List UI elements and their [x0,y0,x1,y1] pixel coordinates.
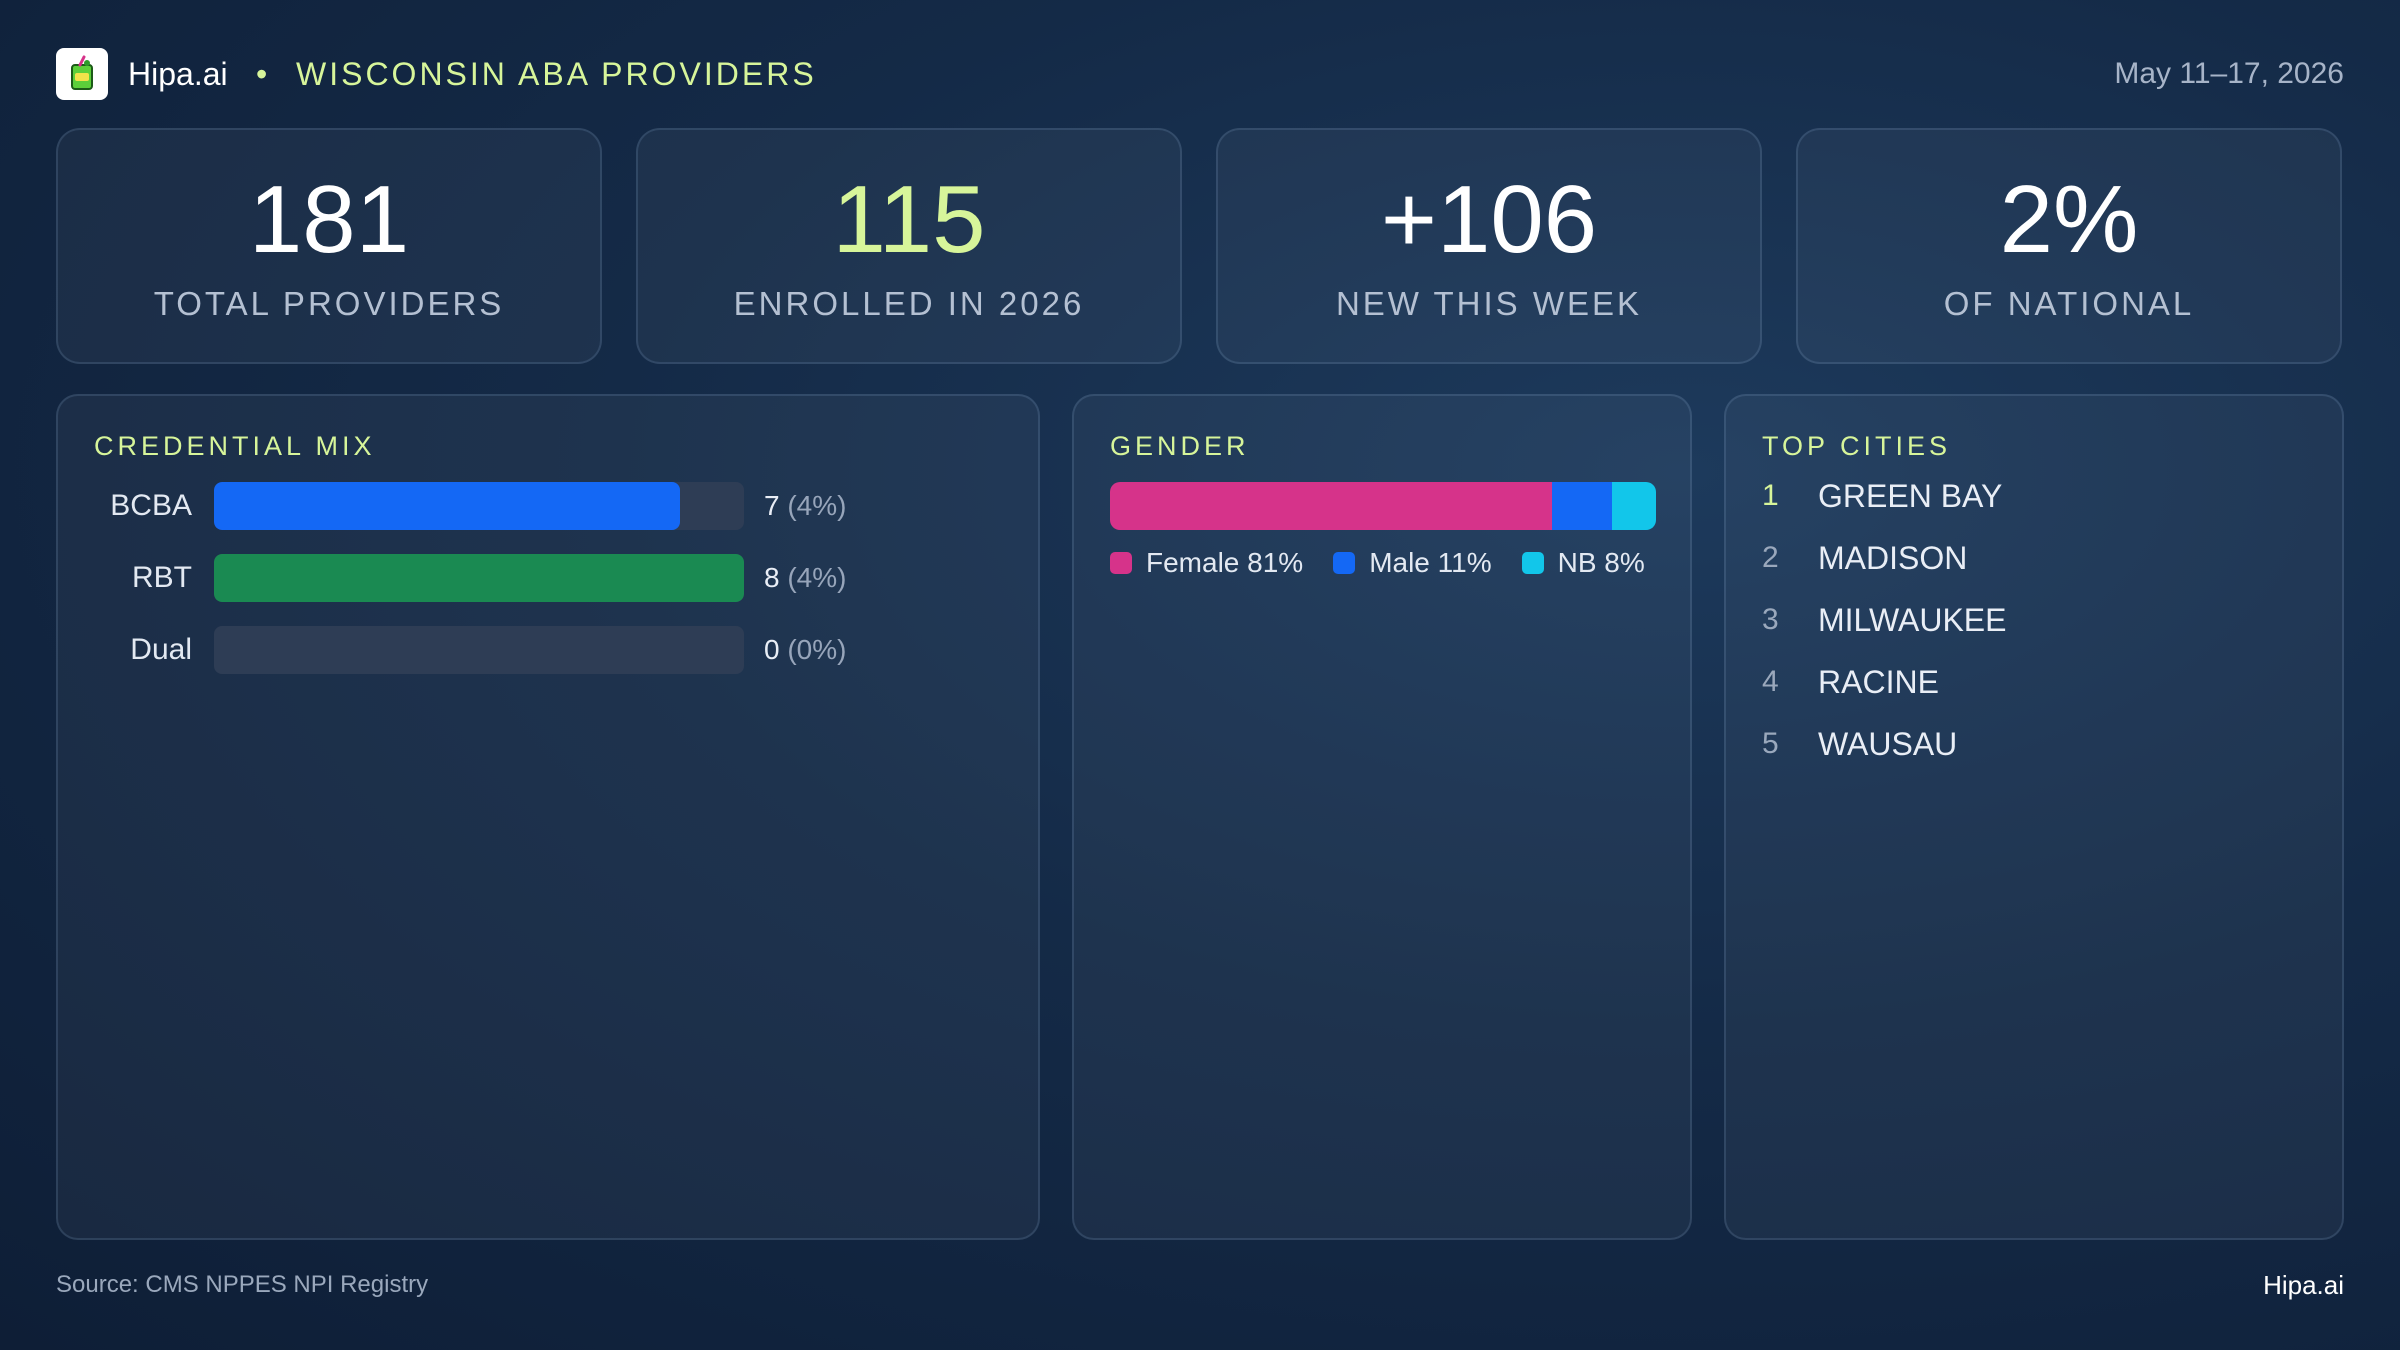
bar-value: 7 (4%) [764,488,846,524]
bar-percent: (4%) [787,490,847,521]
stat-card-total-providers: 181 TOTAL PROVIDERS [56,128,602,364]
source-note: Source: CMS NPPES NPI Registry [56,1271,429,1298]
stat-card-of-national: 2% OF NATIONAL [1796,128,2342,364]
gender-segment-nb [1612,482,1656,530]
title-separator: • [256,56,268,92]
legend-label: Female 81% [1146,547,1304,578]
bar-fill [214,554,744,602]
bar-percent: (4%) [787,562,847,593]
gender-stacked-bar [1110,482,1656,530]
panel-title: GENDER [1110,431,1250,461]
city-name: GREEN BAY [1818,478,2003,514]
bar-count: 8 [764,562,780,593]
stat-value: 115 [832,166,986,273]
gender-legend: Female 81% Male 11% NB 8% [1110,546,1645,580]
header: Hipa.ai • WISCONSIN ABA PROVIDERS May 11… [56,48,2344,100]
gender-panel: GENDER Female 81% Male 11% NB 8% [1072,394,1692,1240]
bar-fill [214,482,681,530]
bar-percent: (0%) [787,634,847,665]
stat-label: OF NATIONAL [1943,285,2195,322]
city-rank: 5 [1762,727,1779,760]
logo[interactable] [56,48,108,100]
bar-track [214,626,744,674]
footer-brand: Hipa.ai [2263,1270,2344,1300]
panel-title: CREDENTIAL MIX [94,431,376,461]
legend-swatch [1333,552,1356,574]
legend-label: Male 11% [1369,547,1492,578]
city-name: MADISON [1818,540,1968,576]
legend-label: NB 8% [1557,547,1645,578]
green-drink-icon [71,55,93,90]
date-range: May 11–17, 2026 [2114,57,2344,90]
city-rank: 3 [1762,603,1779,636]
legend-swatch [1110,552,1132,574]
credential-mix-panel: CREDENTIAL MIX BCBA 7 (4%) RBT 8 (4%) Du… [56,394,1040,1240]
report-title: WISCONSIN ABA PROVIDERS [296,56,817,92]
stat-value: +106 [1380,166,1598,273]
city-name: RACINE [1818,664,1939,700]
bar-label: BCBA [110,489,192,522]
bar-count: 7 [764,490,780,521]
bar-track [214,482,744,530]
stat-label: TOTAL PROVIDERS [153,285,505,322]
bar-value: 0 (0%) [764,632,846,668]
top-cities-panel: TOP CITIES 1 GREEN BAY 2 MADISON 3 MILWA… [1724,394,2344,1240]
stat-value: 2% [1999,166,2139,273]
panel-title: TOP CITIES [1762,431,1952,461]
stat-card-new-this-week: +106 NEW THIS WEEK [1216,128,1762,364]
bar-count: 0 [764,634,780,665]
stat-label: ENROLLED IN 2026 [733,285,1085,322]
gender-segment-female [1110,482,1553,530]
legend-item-male: Male 11% [1333,546,1492,580]
city-rank: 1 [1762,479,1779,512]
bar-track [214,554,744,602]
stat-label: NEW THIS WEEK [1335,285,1643,322]
gender-segment-male [1552,482,1613,530]
legend-swatch [1521,552,1544,574]
city-rank: 2 [1762,541,1779,574]
city-name: MILWAUKEE [1818,602,2007,638]
stat-value: 181 [248,166,410,273]
legend-item-female: Female 81% [1110,546,1303,580]
legend-item-nb: NB 8% [1521,546,1645,580]
brand-name: Hipa.ai [128,56,228,92]
city-name: WAUSAU [1818,726,1958,762]
city-rank: 4 [1762,665,1779,698]
bar-label: Dual [130,633,192,666]
bar-value: 8 (4%) [764,560,846,596]
stat-card-enrolled: 115 ENROLLED IN 2026 [636,128,1182,364]
bar-label: RBT [132,561,192,594]
